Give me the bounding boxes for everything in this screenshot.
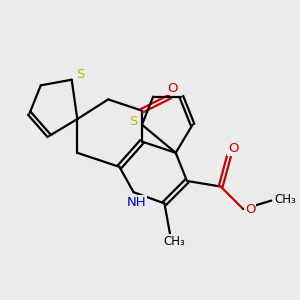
- Text: CH₃: CH₃: [164, 235, 185, 248]
- Text: NH: NH: [127, 196, 146, 208]
- Text: O: O: [168, 82, 178, 94]
- Text: S: S: [76, 68, 84, 81]
- Text: O: O: [245, 202, 256, 215]
- Text: CH₃: CH₃: [274, 193, 296, 206]
- Text: O: O: [228, 142, 238, 155]
- Text: S: S: [129, 116, 138, 128]
